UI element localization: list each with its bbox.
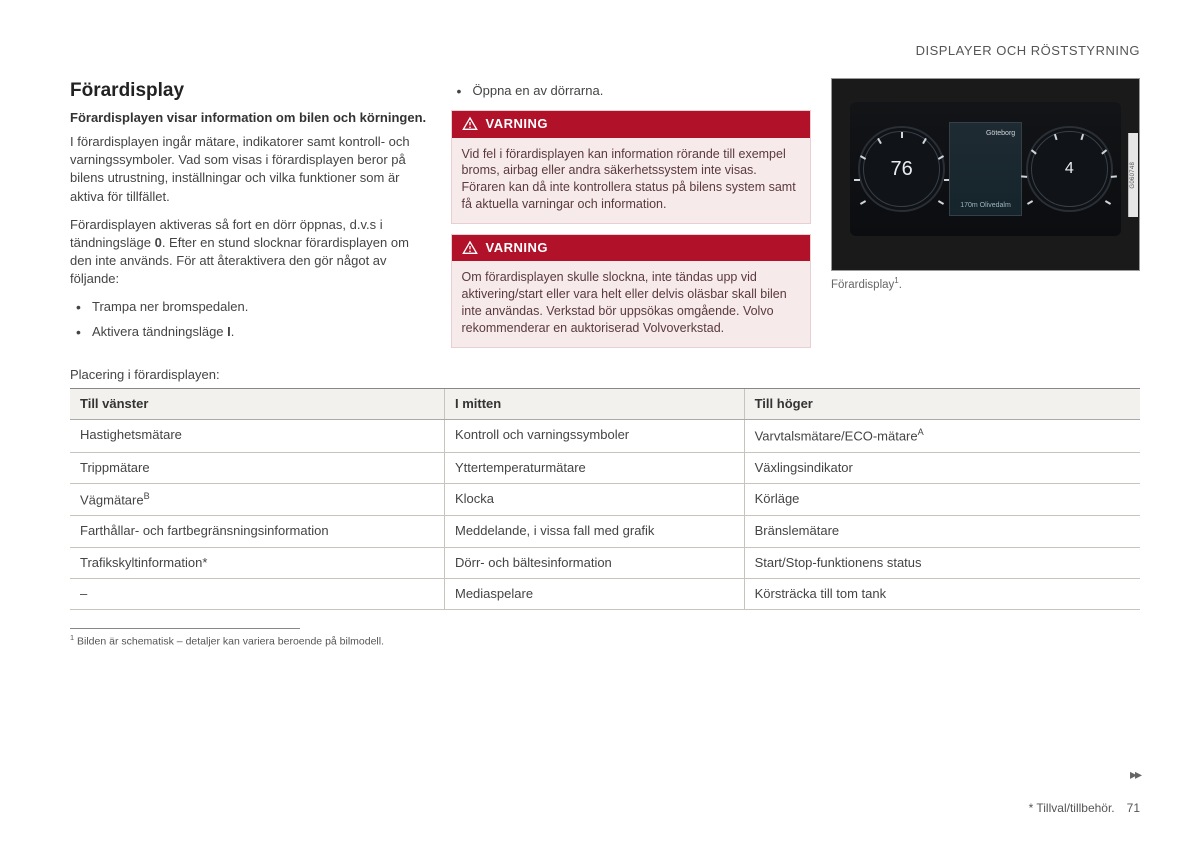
bullet-list-col2: Öppna en av dörrarna. [451,82,812,100]
three-column-layout: Förardisplay Förardisplayen visar inform… [70,78,1140,358]
table-cell: VägmätareB [70,483,445,516]
table-cell: Yttertemperaturmätare [445,452,745,483]
table-cell: Trippmätare [70,452,445,483]
table-cell: Klocka [445,483,745,516]
warning-header: VARNING [452,235,811,261]
column-right: 76 Göteborg 170m Olivedalm 4 G060748 För… [831,78,1140,358]
column-left: Förardisplay Förardisplayen visar inform… [70,78,431,358]
bullet-list-col1: Trampa ner bromspedalen. Aktivera tändnin… [70,298,431,340]
speedometer-gauge: 76 [858,126,944,212]
next-page-indicator: ▸▸ [1130,765,1140,785]
table-cell: Start/Stop-funktionens status [744,547,1140,578]
warning-triangle-icon [462,116,478,132]
table-column-header: Till vänster [70,388,445,419]
table-header-row: Till vänsterI mittenTill höger [70,388,1140,419]
bullet-item: Trampa ner bromspedalen. [70,298,431,316]
map-destination-label: Göteborg [986,129,1015,139]
page-title: Förardisplay [70,78,431,105]
paragraph-1: I förardisplayen ingår mätare, indikator… [70,133,431,206]
section-header: DISPLAYER OCH RÖSTSTYRNING [70,42,1140,60]
table-body: HastighetsmätareKontroll och varningssym… [70,420,1140,610]
table-cell: Meddelande, i vissa fall med grafik [445,516,745,547]
table-cell: Kontroll och varningssymboler [445,420,745,453]
warning-box: VARNING Om förardisplayen skulle slockna,… [451,234,812,348]
para2-bold: 0 [155,235,162,250]
table-row: Farthållar- och fartbegränsningsinformat… [70,516,1140,547]
table-row: HastighetsmätareKontroll och varningssym… [70,420,1140,453]
table-row: –MediaspelareKörsträcka till tom tank [70,578,1140,609]
table-cell: Körläge [744,483,1140,516]
table-cell: Hastighetsmätare [70,420,445,453]
bullet-item: Aktivera tändningsläge I. [70,323,431,341]
driver-display-figure: 76 Göteborg 170m Olivedalm 4 G060748 [831,78,1140,271]
placement-table: Till vänsterI mittenTill höger Hastighet… [70,388,1140,610]
table-row: VägmätareBKlockaKörläge [70,483,1140,516]
warning-body: Om förardisplayen skulle slockna, inte t… [452,261,811,347]
table-column-header: I mitten [445,388,745,419]
warning-label: VARNING [486,115,548,133]
table-cell: Mediaspelare [445,578,745,609]
table-row: Trafikskyltinformation*Dörr- och bältesi… [70,547,1140,578]
footnote-rule [70,628,300,629]
figure-caption-suffix: . [899,279,902,291]
page-footer: * Tillval/tillbehör. 71 [1029,800,1140,817]
table-row: TrippmätareYttertemperaturmätareVäxlings… [70,452,1140,483]
warning-triangle-icon [462,240,478,256]
column-middle: Öppna en av dörrarna. VARNING Vid fel i f… [451,78,812,358]
figure-caption-text: Förardisplay [831,279,894,291]
table-cell: Farthållar- och fartbegränsningsinformat… [70,516,445,547]
table-intro-label: Placering i förardisplayen: [70,366,1140,384]
paragraph-2: Förardisplayen aktiveras så fort en dörr… [70,216,431,289]
table-column-header: Till höger [744,388,1140,419]
table-cell: Växlingsindikator [744,452,1140,483]
center-map-panel: Göteborg 170m Olivedalm [949,122,1022,216]
table-cell: Trafikskyltinformation* [70,547,445,578]
dashboard-illustration: 76 Göteborg 170m Olivedalm 4 [850,102,1120,236]
tachometer-gauge: 4 [1026,126,1112,212]
footnote-marker: 1 [70,633,74,642]
table-cell: Körsträcka till tom tank [744,578,1140,609]
footnote-text: Bilden är schematisk – detaljer kan vari… [77,635,384,647]
bullet-item: Öppna en av dörrarna. [451,82,812,100]
footnote: 1 Bilden är schematisk – detaljer kan va… [70,633,1140,649]
map-distance-label: 170m Olivedalm [960,201,1011,211]
page-number: 71 [1127,800,1140,817]
table-cell: – [70,578,445,609]
table-cell: Dörr- och bältesinformation [445,547,745,578]
table-cell: Bränslemätare [744,516,1140,547]
figure-caption: Förardisplay1. [831,275,1140,293]
figure-code-text: G060748 [1129,161,1137,188]
warning-header: VARNING [452,111,811,137]
warning-box: VARNING Vid fel i förardisplayen kan info… [451,110,812,224]
warning-body: Vid fel i förardisplayen kan information… [452,138,811,224]
table-cell: Varvtalsmätare/ECO-mätareA [744,420,1140,453]
figure-code-label: G060748 [1128,133,1138,217]
lead-paragraph: Förardisplayen visar information om bile… [70,109,431,127]
warning-label: VARNING [486,239,548,257]
option-footnote: * Tillval/tillbehör. [1029,800,1115,817]
